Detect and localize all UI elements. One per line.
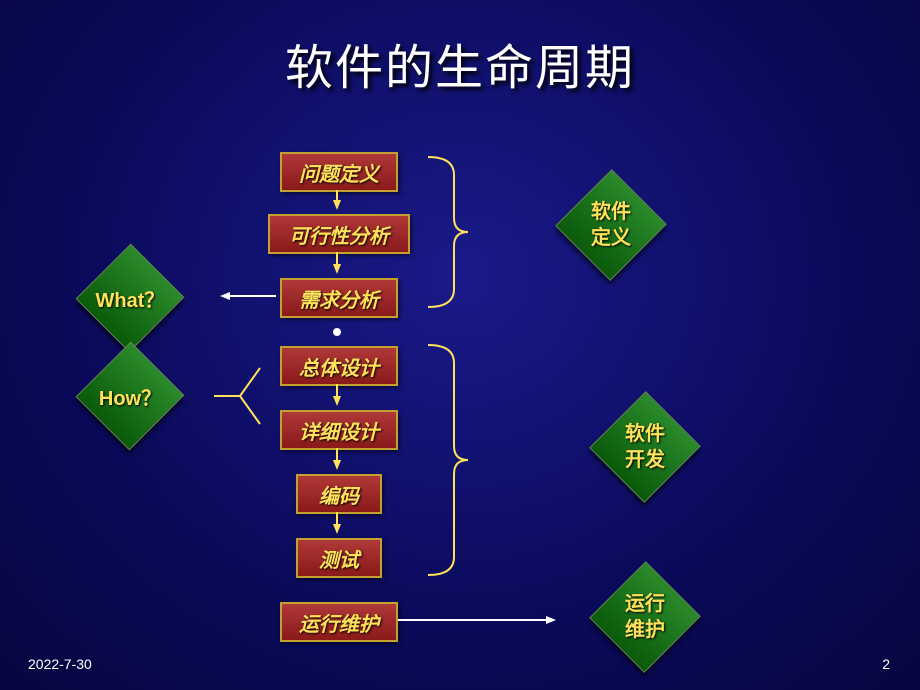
connector-layer (0, 0, 920, 690)
process-box-n1: 问题定义 (280, 152, 398, 192)
process-box-n2: 可行性分析 (268, 214, 410, 254)
diamond-d4: 软件 开发 (606, 408, 684, 486)
footer-date: 2022-7-30 (28, 656, 92, 672)
diamond-d2: How？ (92, 358, 168, 434)
process-box-n6: 编码 (296, 474, 382, 514)
process-box-n3: 需求分析 (280, 278, 398, 318)
process-box-n8: 运行维护 (280, 602, 398, 642)
footer-page: 2 (882, 656, 890, 672)
process-box-n5: 详细设计 (280, 410, 398, 450)
slide-title: 软件的生命周期 (0, 28, 920, 98)
diamond-d3: 软件 定义 (572, 186, 650, 264)
process-box-n4: 总体设计 (280, 346, 398, 386)
diamond-d1: What？ (92, 260, 168, 336)
diamond-d5: 运行 维护 (606, 578, 684, 656)
process-box-n7: 测试 (296, 538, 382, 578)
